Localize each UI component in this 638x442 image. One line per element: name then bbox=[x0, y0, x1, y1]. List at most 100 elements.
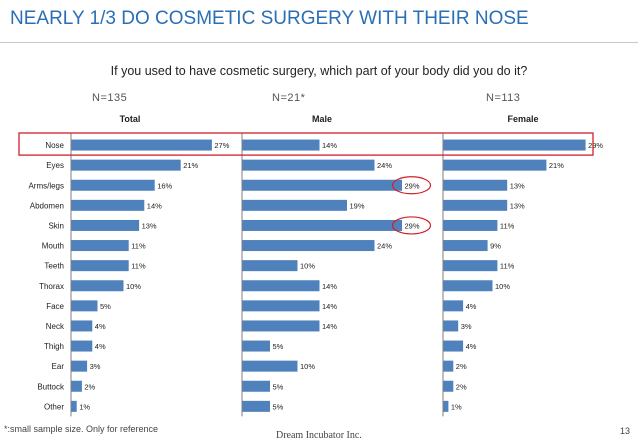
data-label-total-buttock: 2% bbox=[84, 382, 95, 391]
bar-total-eyes bbox=[71, 159, 181, 171]
page-number: 13 bbox=[620, 426, 631, 436]
data-label-female-mouth: 9% bbox=[490, 242, 501, 251]
data-label-total-nose: 27% bbox=[214, 141, 229, 150]
data-label-male-eyes: 24% bbox=[377, 161, 392, 170]
data-label-male-nose: 14% bbox=[322, 141, 337, 150]
bar-female-teeth bbox=[443, 260, 498, 272]
bar-female-other bbox=[443, 400, 449, 412]
bar-male-mouth bbox=[242, 240, 375, 252]
data-label-total-teeth: 11% bbox=[131, 262, 146, 271]
bar-male-skin bbox=[242, 219, 402, 231]
page-title: NEARLY 1/3 DO COSMETIC SURGERY WITH THEI… bbox=[10, 8, 529, 29]
bar-male-eyes bbox=[242, 159, 375, 171]
category-label: Ear bbox=[52, 362, 65, 371]
bar-total-buttock bbox=[71, 380, 82, 392]
bar-total-thorax bbox=[71, 280, 124, 292]
data-label-female-other: 1% bbox=[451, 402, 462, 411]
category-label: Face bbox=[46, 302, 64, 311]
bar-male-neck bbox=[242, 320, 320, 332]
bar-female-mouth bbox=[443, 240, 488, 252]
bar-total-neck bbox=[71, 320, 93, 332]
category-label: Other bbox=[44, 402, 64, 411]
data-label-male-abdomen: 19% bbox=[350, 201, 365, 210]
data-label-total-eyes: 21% bbox=[183, 161, 198, 170]
data-label-female-skin: 11% bbox=[500, 221, 515, 230]
bar-female-abdomen bbox=[443, 199, 508, 211]
bar-total-nose bbox=[71, 139, 212, 151]
category-label: Teeth bbox=[44, 262, 64, 271]
panel-title-female: Female bbox=[507, 114, 539, 124]
data-label-female-eyes: 21% bbox=[549, 161, 564, 170]
bar-female-eyes bbox=[443, 159, 547, 171]
highlight-circle-skin bbox=[391, 216, 432, 235]
category-label: Arms/legs bbox=[28, 181, 64, 190]
bar-total-thigh bbox=[71, 340, 93, 352]
bar-female-neck bbox=[443, 320, 459, 332]
category-label: Thorax bbox=[39, 282, 64, 291]
bar-female-face bbox=[443, 300, 464, 312]
panel-title-male: Male bbox=[311, 114, 333, 124]
bar-male-face bbox=[242, 300, 320, 312]
panel-title-total: Total bbox=[119, 114, 141, 124]
data-label-male-face: 14% bbox=[322, 302, 337, 311]
data-label-male-arms-legs: 29% bbox=[405, 181, 420, 190]
data-label-total-abdomen: 14% bbox=[147, 201, 162, 210]
data-label-male-buttock: 5% bbox=[273, 382, 284, 391]
bar-female-nose bbox=[443, 139, 586, 151]
data-label-total-skin: 13% bbox=[142, 221, 157, 230]
bar-male-abdomen bbox=[242, 199, 347, 211]
bar-female-thorax bbox=[443, 280, 493, 292]
bar-total-abdomen bbox=[71, 199, 145, 211]
bar-male-thorax bbox=[242, 280, 320, 292]
data-label-total-other: 1% bbox=[79, 402, 90, 411]
highlight-circle-arms-legs bbox=[391, 176, 432, 195]
bar-total-teeth bbox=[71, 260, 129, 272]
data-label-male-thigh: 5% bbox=[273, 342, 284, 351]
footnote: *:small sample size. Only for reference bbox=[4, 424, 159, 434]
sample-size-total: N=135 bbox=[92, 92, 128, 104]
data-label-total-thorax: 10% bbox=[126, 282, 141, 291]
bar-total-other bbox=[71, 400, 77, 412]
category-label: Eyes bbox=[46, 161, 64, 170]
bar-female-skin bbox=[443, 219, 498, 231]
bar-total-mouth bbox=[71, 240, 129, 252]
bar-total-face bbox=[71, 300, 98, 312]
bar-male-other bbox=[242, 400, 270, 412]
data-label-total-arms-legs: 16% bbox=[157, 181, 172, 190]
bar-female-arms-legs bbox=[443, 179, 508, 191]
category-label: Mouth bbox=[42, 242, 64, 251]
nose-highlight-box bbox=[18, 132, 594, 156]
bar-male-ear bbox=[242, 360, 298, 372]
data-label-female-buttock: 2% bbox=[456, 382, 467, 391]
data-label-male-thorax: 14% bbox=[322, 282, 337, 291]
category-label: Skin bbox=[48, 221, 64, 230]
data-label-total-mouth: 11% bbox=[131, 242, 146, 251]
data-label-female-thorax: 10% bbox=[495, 282, 510, 291]
bar-total-skin bbox=[71, 219, 140, 231]
data-label-female-abdomen: 13% bbox=[510, 201, 525, 210]
data-label-total-face: 5% bbox=[100, 302, 111, 311]
data-label-male-ear: 10% bbox=[300, 362, 315, 371]
data-label-male-skin: 29% bbox=[405, 221, 420, 230]
bar-male-nose bbox=[242, 139, 320, 151]
data-label-male-mouth: 24% bbox=[377, 242, 392, 251]
sample-size-male: N=21* bbox=[272, 92, 306, 104]
bar-female-thigh bbox=[443, 340, 464, 352]
data-label-female-ear: 2% bbox=[456, 362, 467, 371]
category-label: Buttock bbox=[37, 382, 65, 391]
data-label-female-neck: 3% bbox=[461, 322, 472, 331]
data-label-female-thigh: 4% bbox=[466, 342, 477, 351]
survey-question: If you used to have cosmetic surgery, wh… bbox=[110, 64, 528, 78]
data-label-female-arms-legs: 13% bbox=[510, 181, 525, 190]
bar-female-ear bbox=[443, 360, 454, 372]
data-label-female-face: 4% bbox=[466, 302, 477, 311]
data-label-male-other: 5% bbox=[273, 402, 284, 411]
title-divider bbox=[0, 42, 638, 43]
category-label: Abdomen bbox=[30, 201, 64, 210]
data-label-total-thigh: 4% bbox=[95, 342, 106, 351]
bar-total-ear bbox=[71, 360, 88, 372]
bar-total-arms-legs bbox=[71, 179, 155, 191]
bar-female-buttock bbox=[443, 380, 454, 392]
data-label-male-teeth: 10% bbox=[300, 262, 315, 271]
